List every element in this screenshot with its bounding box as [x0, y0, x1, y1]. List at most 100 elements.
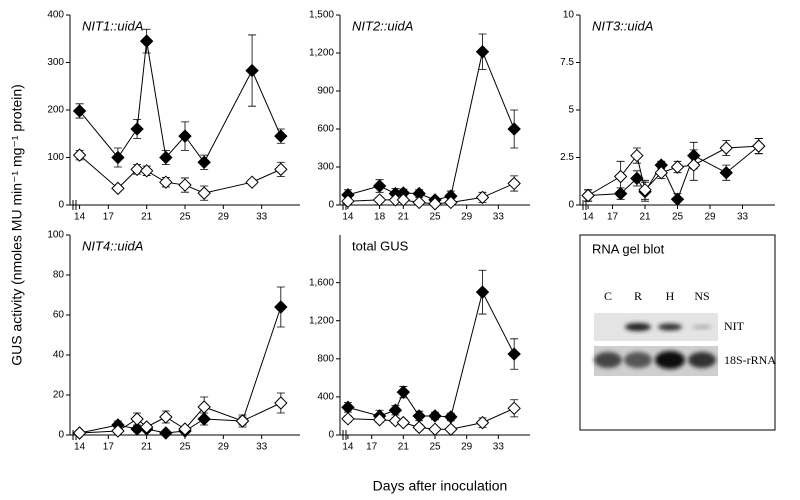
marker: [475, 415, 490, 430]
y-tick-label: 300: [317, 162, 334, 173]
marker: [72, 426, 87, 440]
marker: [428, 197, 442, 211]
marker: [444, 410, 458, 424]
marker: [72, 104, 87, 118]
y-tick-label: 2.5: [560, 152, 574, 163]
marker: [341, 412, 355, 426]
y-tick-label: 80: [53, 270, 65, 281]
series-line: [79, 306, 282, 434]
x-tick-label: 25: [429, 442, 441, 453]
x-tick-label: 33: [256, 212, 268, 223]
marker: [111, 181, 125, 196]
x-tick-label: 29: [218, 442, 230, 453]
marker: [235, 414, 250, 428]
x-tick-label: 25: [429, 212, 441, 223]
x-tick-label: 14: [342, 212, 354, 223]
marker: [654, 165, 668, 180]
marker: [159, 410, 173, 424]
marker: [245, 175, 259, 189]
marker: [507, 401, 521, 416]
marker: [444, 195, 458, 210]
marker: [178, 422, 192, 436]
marker: [130, 412, 144, 426]
marker: [72, 148, 87, 162]
marker: [197, 412, 211, 426]
marker: [752, 139, 766, 153]
marker: [630, 171, 644, 186]
x-tick-label: 14: [74, 212, 86, 223]
marker: [245, 63, 259, 78]
marker: [111, 150, 125, 165]
x-tick-label: 21: [639, 212, 651, 223]
x-tick-label: 33: [256, 442, 268, 453]
y-tick-label: 1,200: [309, 48, 334, 59]
marker: [613, 186, 628, 201]
marker: [111, 424, 125, 438]
y-tick-label: 300: [47, 57, 64, 68]
marker: [507, 122, 521, 136]
x-tick-label: 29: [461, 442, 473, 453]
lane-label: H: [666, 289, 675, 303]
marker: [139, 164, 154, 178]
y-tick-label: 600: [317, 124, 334, 135]
marker: [197, 186, 211, 200]
marker: [475, 190, 490, 205]
y-tick-label: 1,500: [309, 10, 334, 21]
y-tick-label: 60: [53, 310, 65, 321]
panel-title: total GUS: [352, 238, 409, 253]
x-tick-label: 21: [398, 442, 410, 453]
x-tick-label: 25: [179, 442, 191, 453]
row-label: NIT: [724, 319, 745, 333]
marker: [412, 420, 426, 435]
marker: [274, 162, 288, 177]
y-tick-label: 100: [47, 152, 64, 163]
y-tick-label: 200: [47, 105, 64, 116]
band: [625, 323, 651, 331]
row-label: 18S-rRNA: [724, 353, 776, 367]
marker: [159, 426, 173, 440]
panel-title: NIT3::uidA: [592, 18, 653, 33]
y-tick-label: 0: [568, 200, 574, 211]
lane-label: C: [604, 289, 612, 303]
marker: [428, 409, 442, 423]
x-tick-label: 14: [342, 442, 354, 453]
marker: [507, 347, 521, 361]
marker: [159, 150, 173, 165]
marker: [159, 175, 173, 189]
panel-title: NIT2::uidA: [352, 18, 413, 33]
band: [624, 352, 652, 368]
y-tick-label: 5: [568, 105, 574, 116]
marker: [687, 158, 701, 172]
x-tick-label: 21: [141, 442, 153, 453]
marker: [396, 193, 411, 207]
y-tick-label: 0: [58, 200, 64, 211]
series-line: [347, 290, 515, 418]
marker: [444, 422, 458, 436]
x-tick-label: 25: [179, 212, 191, 223]
marker: [412, 195, 426, 210]
y-tick-label: 0: [328, 200, 334, 211]
marker: [475, 285, 490, 299]
marker: [412, 409, 426, 423]
marker: [178, 129, 192, 143]
y-tick-label: 0: [58, 430, 64, 441]
marker: [613, 169, 628, 184]
y-tick-label: 0: [328, 430, 334, 441]
marker: [274, 300, 288, 314]
marker: [428, 422, 442, 436]
marker: [341, 400, 355, 415]
gel-title: RNA gel blot: [592, 241, 665, 256]
y-tick-label: 800: [317, 353, 334, 364]
y-tick-label: 400: [317, 392, 334, 403]
panel-title: NIT1::uidA: [82, 18, 143, 33]
series-line: [79, 41, 282, 164]
band: [655, 351, 685, 369]
marker: [197, 155, 211, 169]
marker: [372, 179, 387, 193]
band: [658, 323, 682, 331]
lane-label: R: [634, 289, 642, 303]
x-tick-label: 25: [672, 212, 684, 223]
marker: [372, 193, 387, 207]
